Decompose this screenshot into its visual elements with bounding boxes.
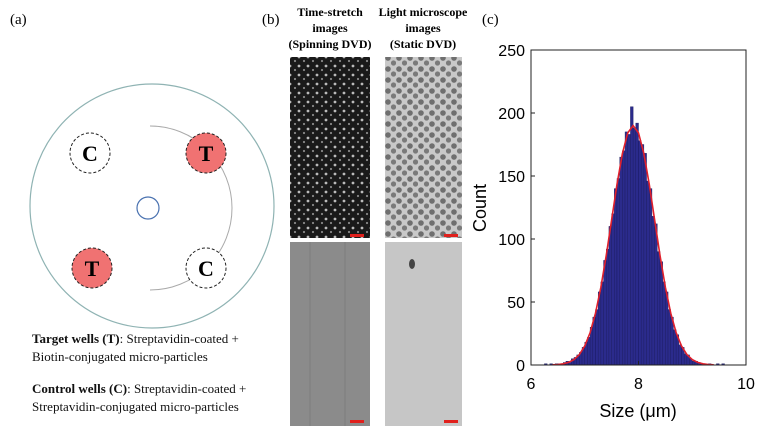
legend-text: : Streptavidin-coated + Streptavidin-con… (32, 381, 247, 414)
y-tick-label: 0 (516, 358, 525, 375)
histogram-bar (630, 106, 634, 366)
y-tick-label: 50 (507, 295, 525, 312)
histogram-bar (611, 213, 615, 366)
histogram-bar (683, 353, 688, 366)
histogram-bar (632, 127, 637, 366)
y-tick-label: 150 (498, 169, 525, 186)
histogram-bar (657, 251, 661, 366)
disc-diagram (29, 83, 275, 329)
histogram-bar (667, 309, 671, 366)
histogram-bar (659, 261, 663, 366)
histogram-bar (654, 223, 658, 366)
histogram-bar (606, 248, 610, 366)
well-label: T (199, 141, 214, 166)
histogram-bar (608, 226, 612, 366)
column-header: images (405, 21, 441, 35)
well-label: T (85, 256, 100, 281)
y-axis-label: Count (470, 184, 490, 232)
panel-label: (b) (262, 12, 280, 28)
histogram-bar (597, 291, 602, 366)
column-header: images (312, 21, 348, 35)
x-axis-label: Size (μm) (599, 401, 676, 421)
legend-text: : Streptavidin-coated + Biotin-conjugate… (32, 331, 239, 364)
legend-term: Control wells (C) (32, 381, 128, 396)
panel-label: (a) (10, 12, 27, 28)
well-label: C (82, 141, 98, 166)
histogram-bar (624, 131, 628, 366)
panel-label: (c) (482, 12, 499, 28)
x-tick-label: 8 (634, 376, 643, 393)
histogram-bar (651, 216, 655, 366)
y-tick-label: 200 (498, 106, 525, 123)
histogram-bar (662, 281, 666, 366)
y-tick-label: 100 (498, 232, 525, 249)
column-header: Light microscope (379, 5, 468, 19)
histogram-bar (600, 281, 604, 366)
histogram-bar (619, 156, 623, 366)
histogram-bar (622, 150, 626, 366)
fit-curve (552, 124, 714, 366)
plot-area: 0 50 100 150 200 250 6 8 10 (498, 43, 755, 393)
x-tick-label: 6 (527, 376, 536, 393)
y-tick-label: 250 (498, 43, 525, 60)
x-tick-label: 10 (737, 376, 755, 393)
histogram-bar (640, 144, 645, 366)
histogram-bar (603, 260, 607, 366)
micrographs (290, 57, 462, 426)
histogram-bar (635, 122, 639, 366)
histogram-bar (692, 361, 696, 366)
histogram-bar (638, 140, 642, 366)
histogram-bar (665, 291, 669, 366)
histogram-bar (587, 337, 591, 366)
histogram-bar (616, 178, 620, 366)
well-label: C (198, 256, 214, 281)
column-header: (Spinning DVD) (288, 37, 371, 51)
column-header: (Static DVD) (390, 37, 456, 51)
histogram-bar (646, 180, 650, 366)
legend-term: Target wells (T) (32, 331, 120, 346)
histogram-bar (614, 188, 618, 366)
histogram-bar (595, 309, 599, 366)
histogram-bar (643, 153, 647, 366)
column-header: Time-stretch (297, 5, 363, 19)
histogram-bar (627, 134, 631, 366)
histogram-bar (678, 344, 682, 366)
legend-entry: Target wells (T): Streptavidin-coated + … (32, 330, 272, 366)
histogram-bar (673, 329, 677, 366)
histogram-bar (649, 188, 653, 366)
legend-entry: Control wells (C): Streptavidin-coated +… (32, 380, 272, 416)
